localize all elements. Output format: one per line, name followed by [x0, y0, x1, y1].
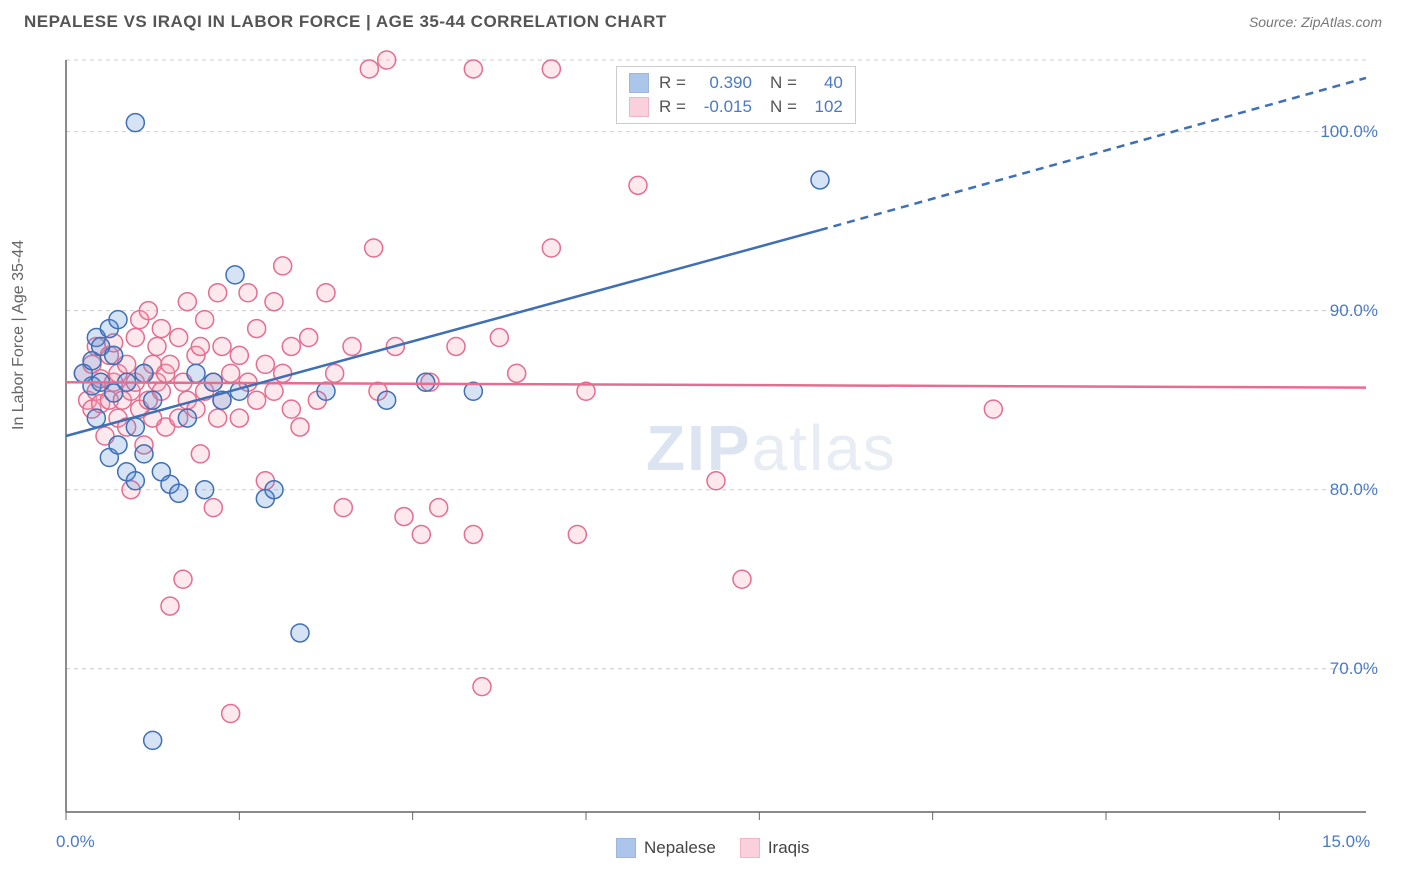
legend-swatch: [629, 73, 649, 93]
svg-text:ZIPatlas: ZIPatlas: [646, 412, 897, 484]
legend-swatch: [629, 97, 649, 117]
series-legend: Nepalese Iraqis: [616, 838, 809, 858]
y-tick-label: 80.0%: [1330, 480, 1378, 500]
chart-header: NEPALESE VS IRAQI IN LABOR FORCE | AGE 3…: [0, 0, 1406, 40]
chart-container: ZIPatlas: [46, 50, 1386, 850]
legend-item: Iraqis: [740, 838, 810, 858]
x-tick-label: 15.0%: [1322, 832, 1370, 852]
legend-row: R =0.390N =40: [629, 73, 843, 93]
legend-row: R =-0.015N =102: [629, 97, 843, 117]
y-tick-label: 70.0%: [1330, 659, 1378, 679]
legend-item: Nepalese: [616, 838, 716, 858]
correlation-legend: R =0.390N =40 R =-0.015N =102: [616, 66, 856, 124]
chart-title: NEPALESE VS IRAQI IN LABOR FORCE | AGE 3…: [24, 12, 667, 32]
chart-source: Source: ZipAtlas.com: [1249, 14, 1382, 30]
x-tick-label: 0.0%: [56, 832, 95, 852]
legend-swatch: [616, 838, 636, 858]
y-tick-label: 90.0%: [1330, 301, 1378, 321]
y-tick-label: 100.0%: [1320, 122, 1378, 142]
scatter-chart: ZIPatlas: [46, 50, 1386, 850]
y-axis-label: In Labor Force | Age 35-44: [10, 240, 28, 430]
legend-swatch: [740, 838, 760, 858]
